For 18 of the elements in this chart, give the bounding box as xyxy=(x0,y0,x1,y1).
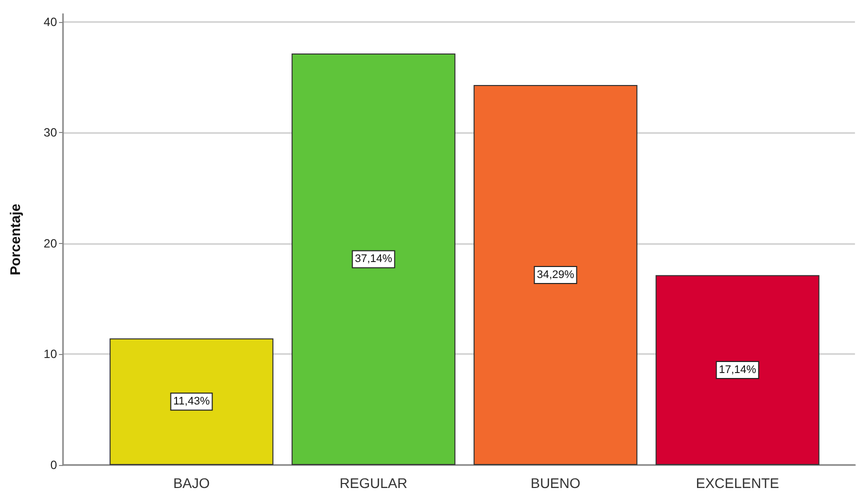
bar xyxy=(656,275,820,465)
bar xyxy=(474,85,638,465)
x-tick-label: REGULAR xyxy=(340,475,408,491)
y-tick-label: 20 xyxy=(44,236,58,250)
x-tick-label: EXCELENTE xyxy=(696,475,780,491)
y-tick-label: 40 xyxy=(44,14,58,29)
y-tick-label: 30 xyxy=(44,126,58,140)
y-tick-label: 10 xyxy=(44,347,58,362)
x-tick-label: BAJO xyxy=(173,475,210,491)
data-label: 34,29% xyxy=(536,269,574,282)
bar xyxy=(110,338,274,465)
data-label: 11,43% xyxy=(173,396,210,408)
data-label: 37,14% xyxy=(354,253,392,266)
x-tick-label: BUENO xyxy=(530,475,580,491)
data-label: 17,14% xyxy=(718,364,756,376)
y-tick-label: 0 xyxy=(50,458,58,472)
bar xyxy=(292,53,456,465)
y-axis-title: Porcentaje xyxy=(7,203,23,276)
